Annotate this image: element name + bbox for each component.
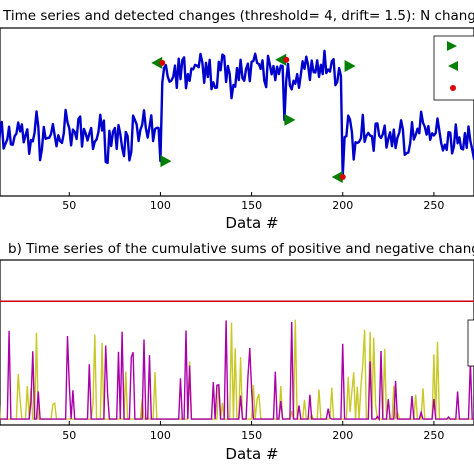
alarm-marker-1	[283, 56, 290, 63]
chart-2-plot: 50 100 150 200 250 Data #	[0, 259, 474, 463]
legend-alarm-marker	[450, 85, 456, 91]
chart-1-plot: 50 100 150 200 250 Data #	[0, 27, 474, 232]
chart-2-tick-label-1: 100	[150, 429, 171, 442]
chart-1-tick-label-2: 150	[241, 199, 262, 212]
chart-1-x-ticks: 50 100 150 200 250	[62, 192, 444, 212]
legend-start-marker	[447, 41, 457, 51]
change-start-marker-1	[284, 113, 296, 126]
chart-1-tick-label-4: 250	[423, 199, 444, 212]
chart-2-tick-label-4: 250	[423, 429, 444, 442]
chart-1-title: Time series and detected changes (thresh…	[2, 8, 474, 24]
chart-2-legend-box	[467, 319, 474, 367]
chart-1-tick-label-3: 200	[332, 199, 353, 212]
chart-1-xlabel: Data #	[225, 214, 278, 232]
chart-1-legend	[433, 35, 474, 101]
chart-1-tick-label-0: 50	[62, 199, 76, 212]
alarm-marker-0	[159, 59, 166, 66]
change-start-marker-2	[344, 60, 356, 73]
chart-2-negative-line	[0, 320, 474, 422]
chart-1-markers	[151, 53, 356, 183]
chart-2-title: b) Time series of the cumulative sums of…	[8, 241, 474, 257]
chart-1-tick-label-1: 100	[150, 199, 171, 212]
change-end-marker-0	[151, 56, 163, 69]
change-start-marker-0	[160, 155, 172, 168]
chart-2-x-ticks: 50 100 150 200 250	[62, 421, 444, 442]
alarm-marker-2	[339, 173, 346, 180]
legend-end-marker	[448, 61, 458, 71]
chart-1-series-line	[0, 49, 474, 179]
chart-2-positive-line	[0, 319, 474, 421]
chart-2-tick-label-2: 150	[241, 429, 262, 442]
chart-2-xlabel: Data #	[225, 445, 278, 463]
change-end-marker-2	[275, 53, 287, 66]
chart-2-frame	[0, 259, 474, 426]
change-end-marker-1	[331, 170, 343, 183]
chart-1-frame	[0, 27, 474, 197]
chart-2-tick-label-3: 200	[332, 429, 353, 442]
chart-2-tick-label-0: 50	[62, 429, 76, 442]
